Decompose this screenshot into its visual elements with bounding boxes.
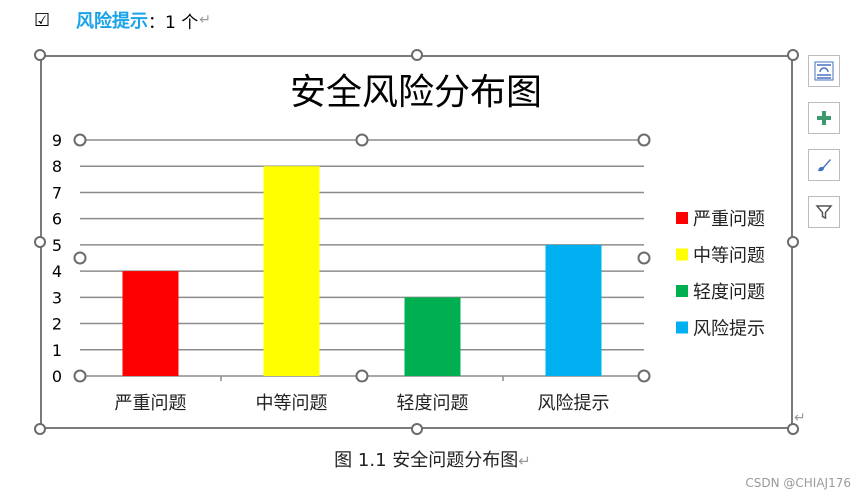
legend-label-1: 中等问题 <box>693 246 765 267</box>
frame-resize-handle-6[interactable] <box>410 423 423 435</box>
bar-1[interactable] <box>263 166 320 376</box>
legend-label-2: 轻度问题 <box>693 282 765 303</box>
legend-label-3: 风险提示 <box>693 319 765 340</box>
frame-resize-handle-5[interactable] <box>34 423 46 435</box>
chart-elements-button[interactable] <box>808 102 840 134</box>
chart-styles-button[interactable] <box>808 149 840 181</box>
y-tick-label-0: 0 <box>52 367 62 386</box>
bars <box>122 166 602 376</box>
y-tick-label-5: 5 <box>52 236 62 255</box>
plot-area-handle-3[interactable] <box>73 251 87 265</box>
frame-resize-handle-4[interactable] <box>787 236 799 248</box>
brush-icon <box>818 159 831 172</box>
plot-area-handle-6[interactable] <box>355 369 369 383</box>
risk-count: ：1 个 <box>148 12 199 33</box>
watermark: CSDN @CHIAJ176 <box>745 476 851 490</box>
x-tick-label-2: 轻度问题 <box>397 393 469 414</box>
plot-area-handle-0[interactable] <box>73 133 87 147</box>
bar-0[interactable] <box>122 271 179 376</box>
y-tick-label-9: 9 <box>52 131 62 150</box>
plus-icon <box>817 111 831 125</box>
paragraph-mark-icon: ↵ <box>199 12 211 28</box>
x-axis-tick-labels: 严重问题 中等问题 轻度问题 风险提示 <box>115 393 610 414</box>
frame-resize-handle-0[interactable] <box>34 49 46 61</box>
plot-area-handle-7[interactable] <box>637 369 651 383</box>
checkbox-icon[interactable]: ☑ <box>34 9 51 31</box>
frame-resize-handle-1[interactable] <box>410 49 423 61</box>
bar-2[interactable] <box>404 297 461 376</box>
frame-paragraph-mark-icon: ↵ <box>794 410 806 426</box>
legend-swatch-2 <box>676 285 688 297</box>
plot-area-handle-2[interactable] <box>637 133 651 147</box>
y-axis-tick-labels: 0 1 2 3 4 5 6 7 8 9 <box>52 131 62 386</box>
x-tick-label-3: 风险提示 <box>538 393 610 414</box>
plot-area-handle-5[interactable] <box>73 369 87 383</box>
caption-paragraph-mark-icon: ↵ <box>518 452 531 470</box>
y-tick-label-7: 7 <box>52 183 62 202</box>
legend-swatch-1 <box>676 248 688 261</box>
figure-caption: 图 1.1 安全问题分布图↵ <box>0 446 865 472</box>
plot-area-handles <box>73 133 651 383</box>
x-tick-label-1: 中等问题 <box>256 393 328 414</box>
y-tick-label-2: 2 <box>52 315 62 334</box>
risk-label: 风险提示 <box>76 11 148 32</box>
x-tick-label-0: 严重问题 <box>115 393 187 414</box>
chart-filters-button[interactable] <box>808 196 840 228</box>
legend-swatch-3 <box>676 321 688 334</box>
y-tick-label-1: 1 <box>52 341 62 360</box>
chart-title: 安全风险分布图 <box>290 72 542 113</box>
filter-icon <box>815 205 833 220</box>
plot-area-handle-4[interactable] <box>637 251 651 265</box>
risk-summary-line: ☑ 风险提示 ：1 个 ↵ <box>34 8 211 33</box>
layout-options-button[interactable] <box>808 55 840 87</box>
frame-resize-handle-3[interactable] <box>34 236 46 248</box>
frame-resize-handle-7[interactable] <box>787 423 799 435</box>
figure-caption-text: 图 1.1 安全问题分布图 <box>334 450 519 471</box>
legend-label-0: 严重问题 <box>693 209 765 230</box>
layout-options-icon <box>814 61 834 81</box>
frame-resize-handle-2[interactable] <box>787 49 799 61</box>
y-tick-label-8: 8 <box>52 157 62 176</box>
y-tick-label-6: 6 <box>52 210 62 229</box>
y-tick-label-4: 4 <box>52 262 62 281</box>
legend-swatch-0 <box>676 212 688 224</box>
bar-3[interactable] <box>545 244 602 376</box>
plot-area-handle-1[interactable] <box>355 133 369 147</box>
y-tick-label-3: 3 <box>52 288 62 307</box>
